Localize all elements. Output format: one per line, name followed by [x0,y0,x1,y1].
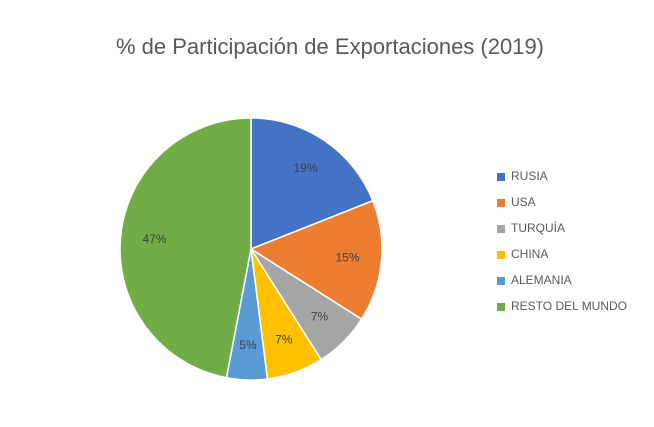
legend-label: RESTO DEL MUNDO [511,299,627,313]
legend-label: CHINA [511,247,548,261]
legend-swatch [497,225,505,233]
pie-slice [249,199,383,321]
data-label: 5% [239,338,257,352]
data-label: 7% [311,310,329,324]
pie-slice [250,117,374,251]
data-label: 47% [142,232,166,246]
legend-swatch [497,173,505,181]
chart-title: % de Participación de Exportaciones (201… [116,34,544,59]
legend-swatch [497,303,505,311]
pie-slice [119,117,252,379]
legend-swatch [497,199,505,207]
legend-label: ALEMANIA [511,273,572,287]
data-label: 7% [275,332,293,346]
legend-label: TURQUÍA [511,220,565,235]
legend-label: RUSIA [511,169,548,183]
legend-swatch [497,251,505,259]
legend-swatch [497,277,505,285]
legend-label: USA [511,195,536,209]
data-label: 19% [293,161,317,175]
data-label: 15% [335,250,359,264]
